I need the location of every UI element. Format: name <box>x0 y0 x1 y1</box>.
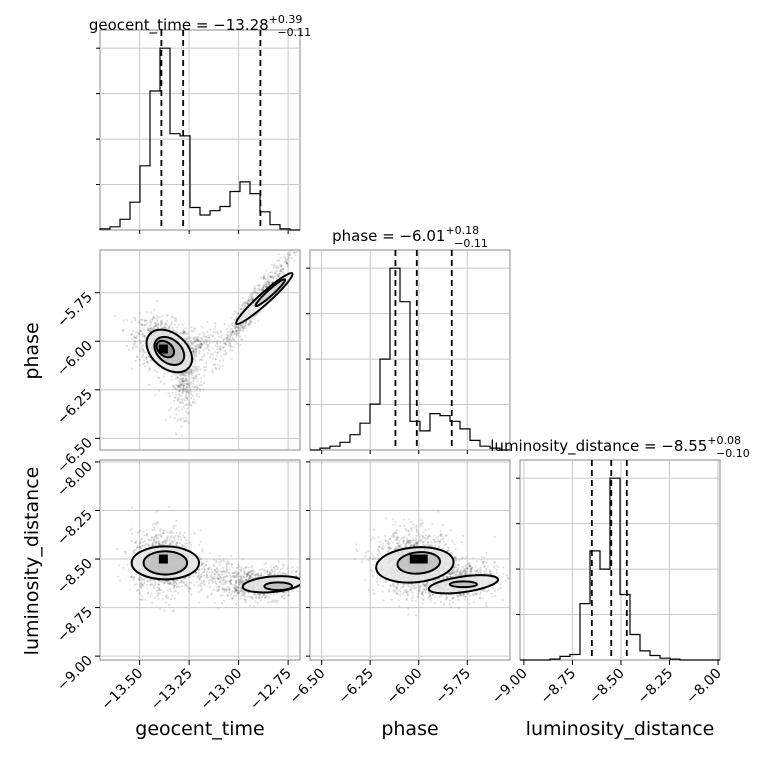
hist-luminosity_distance <box>520 477 720 661</box>
ylabel-luminosity-distance: luminosity_distance <box>21 467 43 656</box>
panel-frame <box>99 29 301 231</box>
density-contour <box>263 581 294 592</box>
x-tick-label: −8.00 <box>683 666 725 708</box>
scatter-content <box>115 506 300 613</box>
x-tick-label: −12.75 <box>247 666 295 714</box>
x-tick-label: −13.25 <box>148 666 196 714</box>
x-tick-label: −8.50 <box>586 666 628 708</box>
y-tick-label: −8.25 <box>54 507 96 549</box>
x-tick-label: −6.50 <box>287 666 329 708</box>
y-tick-label: −5.75 <box>54 289 96 331</box>
scatter-content <box>354 510 510 617</box>
xlabel-phase: phase <box>381 718 438 740</box>
scatter-panel-geocent_time-phase <box>99 249 301 451</box>
title-phase: phase = −6.01+0.18 −0.11 <box>332 224 488 250</box>
x-tick-label: −6.25 <box>335 666 377 708</box>
y-tick-label: −6.25 <box>54 386 96 428</box>
hist-panel-luminosity_distance <box>516 459 721 661</box>
xlabel-luminosity-distance: luminosity_distance <box>526 718 715 740</box>
x-tick-label: −13.00 <box>197 666 245 714</box>
title-luminosity-distance: luminosity_distance = −8.55+0.08 −0.10 <box>490 434 749 460</box>
hist-geocent_time <box>99 47 300 231</box>
x-tick-label: −6.00 <box>384 666 426 708</box>
hist-panel-geocent_time <box>96 29 301 231</box>
hist-phase <box>310 267 510 451</box>
x-tick-label: −13.50 <box>98 666 146 714</box>
scatter-content <box>114 250 298 437</box>
peak-marker <box>158 554 168 564</box>
title-geocent-time: geocent_time = −13.28+0.39 −0.11 <box>89 13 311 39</box>
x-tick-label: −8.75 <box>538 666 580 708</box>
ylabel-phase: phase <box>21 322 43 379</box>
peak-marker <box>158 344 168 354</box>
y-tick-label: −8.50 <box>54 556 96 598</box>
scatter-panel-phase-luminosity_distance <box>309 459 511 661</box>
y-tick-label: −6.00 <box>54 338 96 380</box>
panel-frame <box>99 249 301 451</box>
peak-marker <box>409 554 428 564</box>
xlabel-geocent-time: geocent_time <box>135 718 264 740</box>
hist-panel-phase <box>306 249 511 451</box>
scatter-panel-geocent_time-luminosity_distance <box>99 459 301 661</box>
density-contour <box>254 278 287 308</box>
x-tick-label: −8.25 <box>635 666 677 708</box>
y-tick-label: −9.00 <box>54 653 96 695</box>
x-tick-label: −9.00 <box>489 666 531 708</box>
density-contour <box>448 580 478 589</box>
y-tick-label: −8.75 <box>54 604 96 646</box>
x-tick-label: −5.75 <box>432 666 474 708</box>
